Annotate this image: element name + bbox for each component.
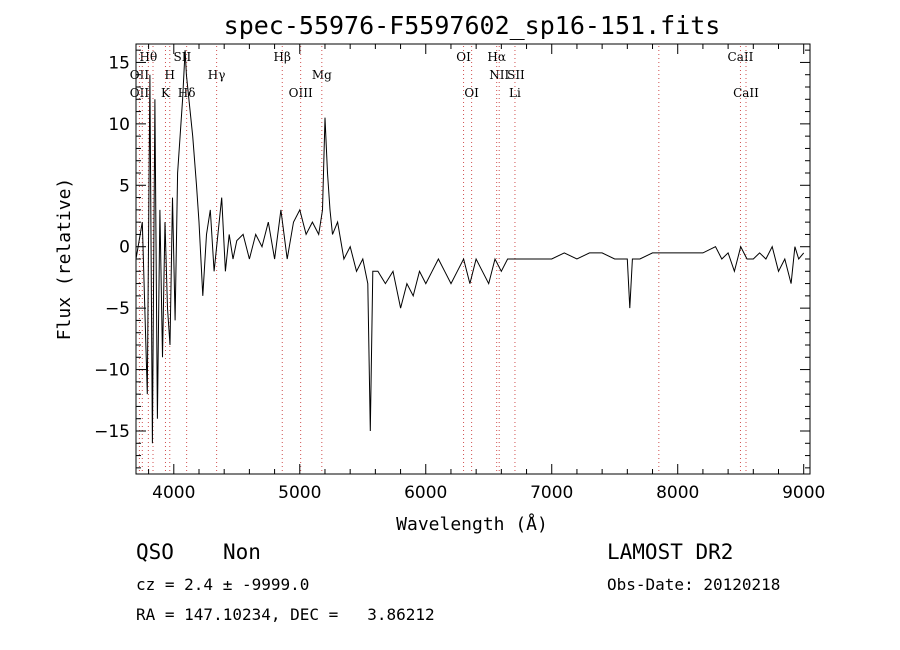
y-tick-label: 0 <box>119 238 130 258</box>
subclass: Non <box>223 540 261 564</box>
x-tick-label: 4000 <box>152 483 195 503</box>
axis-ticks: 4000 5000 6000 7000 8000 9000 −15 −10 −5 0 5 10 15 <box>94 44 825 503</box>
y-tick-label: 15 <box>108 53 130 73</box>
spectral-line-label: Hβ <box>274 50 291 64</box>
y-tick-label: −15 <box>94 422 130 442</box>
coordinates: RA = 147.10234, DEC = 3.86212 <box>136 605 435 624</box>
spectral-line-label: OI <box>456 50 471 64</box>
spectral-line-label: Li <box>509 86 521 100</box>
spectral-line-label: Hα <box>487 50 506 64</box>
spectral-line-label: OII <box>130 86 150 100</box>
y-tick-label: −10 <box>94 361 130 381</box>
plot-area <box>136 50 805 444</box>
spectral-line-label: SII <box>507 68 525 82</box>
y-axis-label: Flux (relative) <box>54 178 75 341</box>
spectral-line-markers <box>138 46 747 472</box>
spectral-line-label: SII <box>174 50 192 64</box>
x-tick-label: 8000 <box>656 483 699 503</box>
x-tick-label: 7000 <box>530 483 573 503</box>
x-axis-label: Wavelength (Å) <box>396 513 548 535</box>
y-tick-label: 10 <box>108 115 130 135</box>
spectral-line-label: K <box>161 86 171 100</box>
spectral-line-label: CaII <box>733 86 759 100</box>
spectrum-line <box>136 50 805 444</box>
spectral-line-label: Hθ <box>139 50 157 64</box>
spectral-line-label: OIII <box>289 86 313 100</box>
spectral-line-label: Hδ <box>178 86 196 100</box>
object-class: QSO <box>136 540 174 564</box>
x-tick-label: 9000 <box>782 483 825 503</box>
survey-name: LAMOST DR2 <box>607 540 734 564</box>
plot-frame <box>135 43 811 475</box>
redshift-info: cz = 2.4 ± -9999.0 <box>136 575 310 594</box>
x-tick-label: 6000 <box>404 483 447 503</box>
chart-title: spec-55976-F5597602_sp16-151.fits <box>224 11 721 40</box>
y-tick-label: −5 <box>105 299 130 319</box>
x-tick-label: 5000 <box>278 483 321 503</box>
spectral-line-label: OI <box>464 86 479 100</box>
observation-date: Obs-Date: 20120218 <box>607 575 781 594</box>
spectral-line-label: CaII <box>728 50 754 64</box>
y-tick-label: 5 <box>119 176 130 196</box>
